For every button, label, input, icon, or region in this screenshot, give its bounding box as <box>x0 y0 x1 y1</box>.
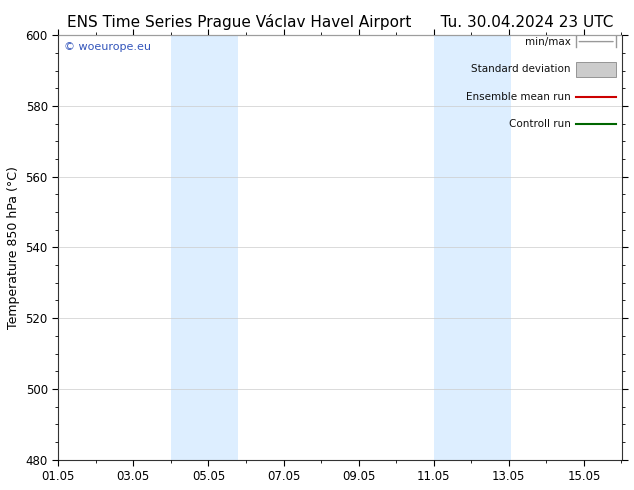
Text: Ensemble mean run: Ensemble mean run <box>466 92 571 102</box>
Text: Controll run: Controll run <box>509 120 571 129</box>
Text: Standard deviation: Standard deviation <box>471 64 571 74</box>
Text: min/max: min/max <box>525 37 571 47</box>
Title: ENS Time Series Prague Václav Havel Airport      Tu. 30.04.2024 23 UTC: ENS Time Series Prague Václav Havel Airp… <box>67 14 613 30</box>
Bar <box>576 62 616 77</box>
Text: © woeurope.eu: © woeurope.eu <box>64 42 151 51</box>
Bar <box>434 35 511 460</box>
Y-axis label: Temperature 850 hPa (°C): Temperature 850 hPa (°C) <box>7 166 20 329</box>
Bar <box>171 35 238 460</box>
